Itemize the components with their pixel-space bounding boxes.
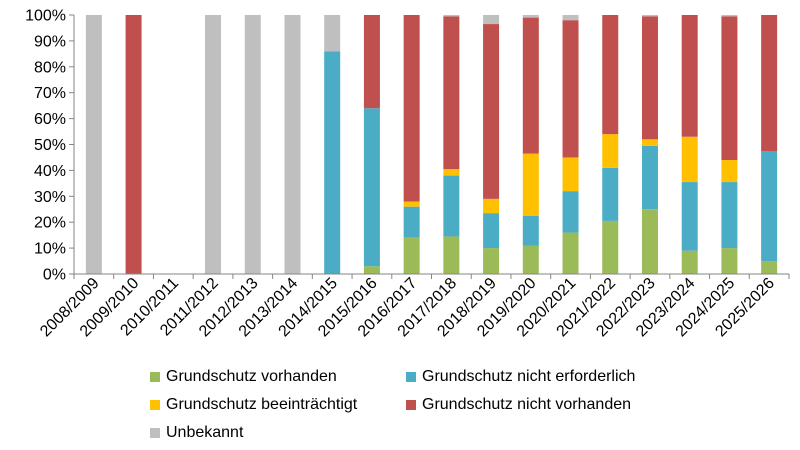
bar-segment [721,160,738,183]
bar-segment [562,157,579,192]
legend-item-unbekannt: Unbekannt [150,424,243,442]
y-tick-label: 20% [34,215,66,232]
bar-segment [721,16,738,161]
bar-segment [522,17,539,154]
bar-segment [522,153,539,216]
bar-segment [602,134,619,168]
legend-label: Unbekannt [166,424,244,441]
bar-segment [125,15,142,274]
bar-segment [681,182,698,251]
bar-segment [443,16,460,170]
legend-item-nicht-erforderlich: Grundschutz nicht erforderlich [406,368,635,386]
legend-swatch [150,400,160,410]
bar-segment [681,136,698,183]
bar-segment [641,145,658,210]
bar-segment [761,150,778,262]
bar-segment [522,245,539,274]
legend-item-beeintraechtigt: Grundschutz beeinträchtigt [150,396,357,414]
bar-segment [721,182,738,249]
bar-segment [641,139,658,146]
bar-segment [522,15,539,18]
legend-swatch [406,400,416,410]
bar-segment [483,248,500,274]
bar-segment [85,15,102,274]
legend-item-nicht-vorhanden: Grundschutz nicht vorhanden [406,396,631,414]
bar-segment [324,51,341,275]
bar-segment [483,198,500,214]
bar-segment [562,15,579,21]
bar-segment [403,201,420,207]
bar-segment [761,261,778,274]
bar-segment [403,237,420,274]
x-axis: 2008/20092009/20102010/20112011/20122012… [37,273,790,340]
y-tick-label: 40% [34,163,66,180]
y-tick-label: 90% [34,33,66,50]
legend-label: Grundschutz nicht erforderlich [422,368,636,385]
bar-segment [641,209,658,274]
legend-swatch [150,372,160,382]
bar-segment [363,266,380,274]
bar-segment [483,24,500,199]
y-tick-label: 60% [34,111,66,128]
bar-segment [443,15,460,17]
bar-segment [641,16,658,140]
bar-segment [562,20,579,158]
bar-segment [681,250,698,274]
bar-segment [562,232,579,274]
bar-segment [562,191,579,233]
y-tick-label: 70% [34,85,66,102]
bar-segment [483,213,500,249]
bar-segment [681,15,698,137]
legend-label: Grundschutz beeinträchtigt [166,396,358,413]
bar-segment [602,220,619,274]
legend-label: Grundschutz nicht vorhanden [422,396,632,413]
y-tick-label: 50% [34,137,66,154]
y-tick-label: 30% [34,189,66,206]
legend-label: Grundschutz vorhanden [166,368,337,385]
bar-segment [284,15,301,274]
y-axis: 0% 10% 20% 30% 40% 50% 60% 70% 80% 90% 100% [25,8,75,284]
bar-segment [403,206,420,238]
legend-item-vorhanden: Grundschutz vorhanden [150,368,337,386]
bar-segment [483,15,500,25]
y-tick-label: 100% [25,8,66,25]
y-tick-label: 80% [34,59,66,76]
y-tick-label: 0% [43,267,66,284]
bar-segment [721,15,738,17]
bar-segment [443,175,460,237]
bar-segment [244,15,261,274]
bar-segment [443,236,460,274]
legend-swatch [150,428,160,438]
bar-segment [205,15,222,274]
bar-segment [761,15,778,151]
bar-segment [602,15,619,135]
bar-segment [721,248,738,274]
bar-segment [602,167,619,221]
bar-segment [403,15,420,202]
bars-group [85,15,778,275]
bar-segment [522,215,539,246]
bar-segment [443,169,460,176]
bar-segment [363,15,380,109]
y-tick-label: 10% [34,241,66,258]
bar-segment [324,15,341,52]
legend-swatch [406,372,416,382]
bar-segment [641,15,658,17]
bar-segment [363,108,380,267]
